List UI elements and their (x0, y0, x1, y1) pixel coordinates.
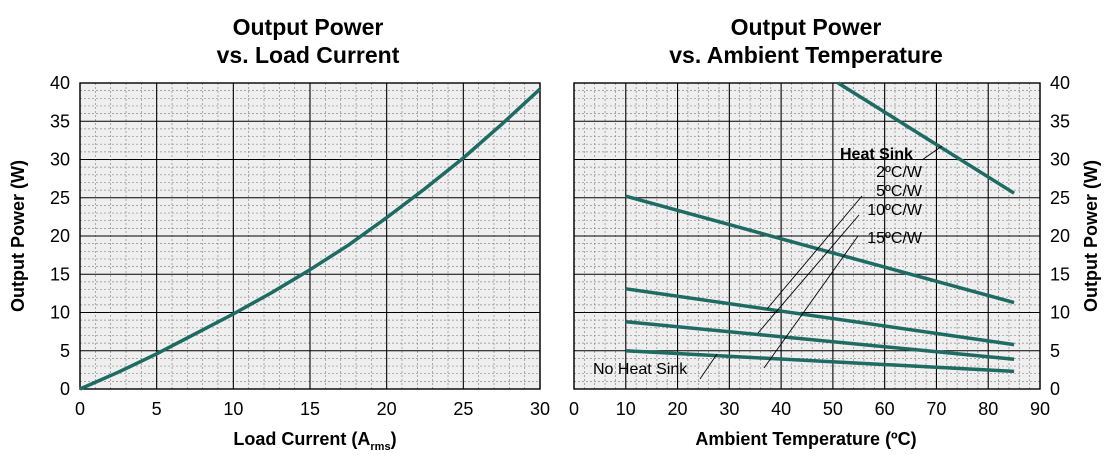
y-tick-label: 35 (50, 111, 70, 131)
x-tick-label: 30 (530, 399, 550, 419)
y-tick-label: 40 (50, 73, 70, 93)
y-tick-label: 25 (1050, 188, 1070, 208)
x-axis-label: Load Current (Arms) (233, 429, 396, 453)
x-tick-label: 15 (300, 399, 320, 419)
x-tick-label: 0 (75, 399, 85, 419)
series-line-2-c-w (837, 81, 1016, 195)
x-tick-label: 60 (875, 399, 895, 419)
leader-line (766, 195, 863, 310)
y-tick-label: 30 (1050, 150, 1070, 170)
plot-area: 0 10 20 30 40 50 60 70 80 900510152025303540Heat … (569, 73, 1070, 419)
y-tick-label: 0 (1050, 379, 1060, 399)
leader-line (921, 145, 943, 161)
y-axis-label: Output Power (W) (1081, 160, 1101, 312)
x-tick-label: 5 (152, 399, 162, 419)
y-tick-label: 5 (1050, 341, 1060, 361)
y-tick-label: 35 (1050, 111, 1070, 131)
y-axis-label: Output Power (W) (8, 160, 28, 312)
plot-area: 0 5 10 15 20 25 30 0 5 10 15 20 25 30 35 40 (50, 73, 550, 419)
y-tick-label: 30 (50, 150, 70, 170)
x-tick-label: 20 (668, 399, 688, 419)
y-tick-label: 10 (50, 303, 70, 323)
leader-line (699, 353, 718, 380)
series-line-10-c-w (625, 287, 1015, 347)
x-tick-label: 30 (719, 399, 739, 419)
x-tick-label: 70 (926, 399, 946, 419)
chart-ambient-temperature: Output Power vs. Ambient Temperature 0 10… (569, 14, 1101, 449)
x-tick-label: 40 (771, 399, 791, 419)
x-tick-label: 90 (1030, 399, 1050, 419)
y-tick-label: 5 (60, 341, 70, 361)
series-label: No Heat Sink (593, 361, 688, 378)
plot-frame (573, 82, 1041, 390)
y-tick-label: 40 (1050, 73, 1070, 93)
series-line-5-c-w (625, 194, 1015, 305)
leader-line (757, 214, 860, 334)
chart-title-line1: Output Power (233, 14, 384, 40)
chart-title-line1: Output Power (731, 14, 882, 40)
x-tick-label: 50 (823, 399, 843, 419)
y-tick-label: 10 (1050, 303, 1070, 323)
series-line-15-c-w (625, 319, 1015, 361)
y-tick-label: 20 (1050, 226, 1070, 246)
series-label: 5ºC/W (876, 183, 923, 200)
chart-load-current: Output Power vs. Load Current 0 5 10 15 20 25… (8, 14, 550, 453)
x-tick-label: 25 (453, 399, 473, 419)
x-tick-label: 80 (978, 399, 998, 419)
chart-title-line2: vs. Load Current (217, 42, 400, 68)
plot-frame (79, 82, 541, 390)
series-label: 2ºC/W (876, 164, 923, 181)
series-label: 15ºC/W (867, 230, 923, 247)
y-tick-label: 15 (50, 264, 70, 284)
series-line-no-heat-sink (625, 349, 1015, 374)
x-axis-label: Ambient Temperature (ºC) (695, 429, 916, 449)
x-axis-label-end: ) (391, 429, 397, 449)
series-line-0 (79, 87, 542, 391)
x-tick-label: 10 (223, 399, 243, 419)
series-label: 10ºC/W (867, 202, 923, 219)
x-axis-label-subscript: rms (370, 441, 390, 453)
y-tick-label: 25 (50, 188, 70, 208)
x-tick-label: 20 (377, 399, 397, 419)
legend-title: Heat Sink (840, 146, 913, 163)
y-tick-label: 15 (1050, 264, 1070, 284)
chart-title-line2: vs. Ambient Temperature (669, 42, 943, 68)
x-axis-label-main: Load Current (A (233, 429, 370, 449)
y-tick-label: 20 (50, 226, 70, 246)
x-tick-label: 0 (569, 399, 579, 419)
leader-line (763, 235, 859, 369)
x-tick-label: 10 (616, 399, 636, 419)
y-tick-label: 0 (60, 379, 70, 399)
